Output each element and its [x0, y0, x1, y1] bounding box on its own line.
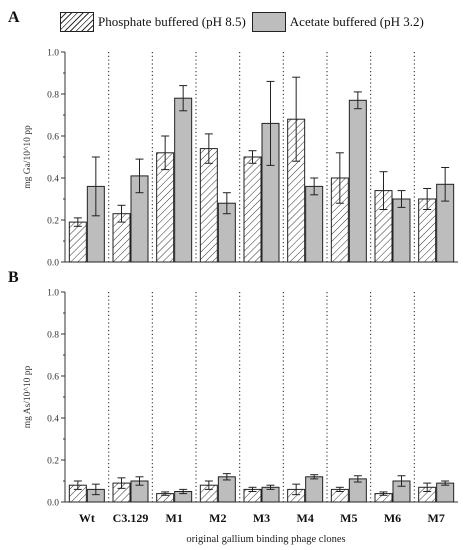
category-label: Wt [79, 511, 95, 525]
panel-a-ytick-label: 0.6 [47, 133, 59, 143]
legend-label-acetate: Acetate buffered (pH 3.2) [289, 14, 424, 29]
panel-b-bar-acetate [305, 476, 324, 503]
category-label: M5 [340, 511, 357, 525]
panel-a-letter: A [8, 9, 20, 26]
legend-label-phosphate: Phosphate buffered (pH 8.5) [98, 14, 246, 29]
panel-b-bar-acetate [217, 476, 236, 503]
panel-b-ytick-label: 0.6 [47, 373, 59, 383]
panel-b-ytick-label: 0.2 [47, 457, 59, 467]
panel-a-bar-acetate [174, 97, 193, 263]
panel-b-letter: B [8, 269, 19, 286]
legend-swatch-hatched [60, 12, 94, 32]
category-label: M7 [428, 511, 445, 525]
legend-item-phosphate: Phosphate buffered (pH 8.5) [60, 12, 246, 32]
panel-b-ytick-label: 0.0 [47, 499, 59, 509]
panel-a-ytick-label: 1.0 [47, 49, 59, 59]
x-axis-title: original gallium binding phage clones [186, 534, 345, 545]
legend-swatch-gray [251, 12, 286, 32]
panel-a-bar-phosphate [243, 156, 262, 263]
panel-b-y-axis-title: mg As/10^10 pp [23, 365, 33, 428]
category-label: M1 [166, 511, 183, 525]
panel-a-bar-phosphate [68, 221, 87, 263]
panel-a: A 0.0 0.2 0.4 0.6 0.8 1.0 mg Ga/10^10 pp [8, 9, 458, 269]
panel-a-bar-acetate [392, 198, 411, 263]
category-label: C3.129 [113, 511, 149, 525]
panel-a-ytick-label: 0.0 [47, 259, 59, 269]
panel-a-ytick-label: 0.4 [47, 175, 59, 185]
panel-b-ytick-label: 0.4 [47, 415, 59, 425]
panel-a-y-axis-title: mg Ga/10^10 pp [23, 125, 33, 189]
panel-b-ytick-label: 1.0 [47, 289, 59, 299]
panel-b-ytick-label: 0.8 [47, 331, 59, 341]
panel-a-bar-phosphate [199, 148, 218, 263]
panel-a-bar-acetate [348, 99, 367, 263]
panel-b-bar-acetate [436, 482, 455, 503]
category-label: M3 [253, 511, 270, 525]
panel-a-ytick-label: 0.8 [47, 91, 59, 101]
panel-a-ytick-label: 0.2 [47, 217, 59, 227]
category-label: M2 [209, 511, 226, 525]
panel-a-bar-acetate [305, 185, 324, 263]
category-label: M6 [384, 511, 401, 525]
legend: Phosphate buffered (pH 8.5) Acetate buff… [60, 10, 430, 34]
panel-b: B 0.0 0.2 0.4 0.6 0.8 1.0 mg As/10^10 pp Wt C3.12… [8, 269, 458, 525]
category-label: M4 [297, 511, 314, 525]
legend-item-acetate: Acetate buffered (pH 3.2) [251, 12, 424, 32]
